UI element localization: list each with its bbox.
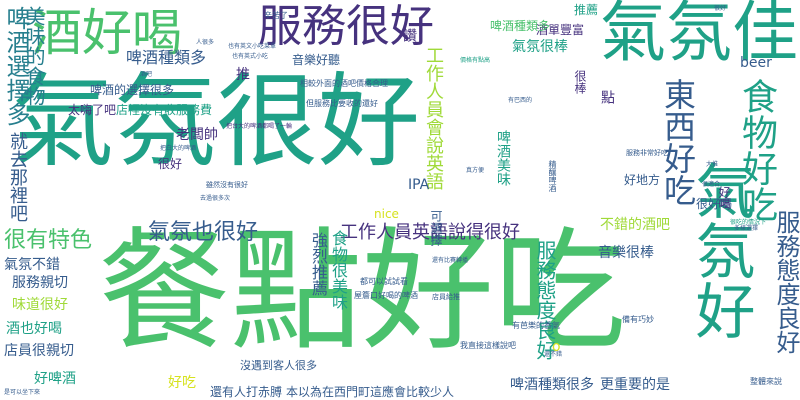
word: 音樂很棒 bbox=[598, 245, 654, 261]
word: 把白大的啤酒 bbox=[160, 145, 197, 152]
word: 辛苦了 bbox=[264, 11, 288, 20]
word: 推薦 bbox=[574, 3, 599, 17]
word: 音樂好聽 bbox=[292, 53, 341, 67]
word: 餐點好吃 bbox=[98, 215, 626, 369]
word: 價格有點高 bbox=[460, 57, 491, 64]
word: 服務很好 bbox=[258, 1, 434, 52]
word: 都可以試試看 bbox=[360, 277, 408, 286]
word: 把台大的啤酒都喝了一輪 bbox=[226, 123, 293, 130]
word: 讚 bbox=[401, 28, 417, 42]
word: 就去那裡吧 bbox=[7, 132, 28, 222]
word: 很好 bbox=[158, 157, 183, 171]
word: 很棒 bbox=[573, 70, 587, 94]
word: 相較外面的酒吧價格合理 bbox=[300, 79, 388, 88]
word: 酒吧 bbox=[140, 71, 153, 78]
word: 美味的食物 bbox=[22, 6, 46, 106]
word: 店裡沒有收服務費 bbox=[116, 103, 213, 117]
word: 可選擇 bbox=[429, 210, 443, 246]
word: 啤酒種類多 bbox=[126, 48, 207, 67]
word: 還有比賽轉播 bbox=[432, 257, 469, 264]
word: 不錯的酒吧 bbox=[600, 217, 670, 233]
word: 氣氛很好 bbox=[12, 63, 420, 182]
word: 去過很多次 bbox=[200, 195, 231, 202]
word: o bbox=[552, 339, 561, 355]
word: 真方便 bbox=[466, 167, 485, 174]
word: 多樣選擇 bbox=[734, 225, 759, 232]
word: 食物好吃 bbox=[736, 78, 777, 222]
word: 服務非常好吃 bbox=[626, 149, 668, 157]
word: 氣氛不錯 bbox=[4, 257, 60, 273]
word: 我直接這樣說吧 bbox=[460, 341, 516, 350]
word: 備有巧妙 bbox=[622, 315, 654, 324]
word: 味道很好 bbox=[12, 297, 68, 313]
word: 啤酒選擇多 bbox=[2, 6, 30, 126]
word: 大推 bbox=[706, 161, 719, 168]
word: 很有特色 bbox=[4, 228, 93, 253]
word: 服務態度良好 bbox=[533, 240, 557, 360]
word: 更重要的是 bbox=[600, 377, 670, 393]
word: 整體來說 bbox=[750, 377, 782, 386]
word: 有芭樂的香氣 bbox=[512, 321, 560, 330]
word: 本以為在西門町這應會比較少人 bbox=[286, 385, 455, 399]
word: 但服務比要收的還好 bbox=[306, 99, 378, 108]
word: 還不錯 bbox=[544, 351, 563, 358]
word: 雖然沒有很好 bbox=[206, 181, 248, 189]
word: 很好 bbox=[714, 5, 727, 12]
word: 沒遇到客人很多 bbox=[240, 359, 317, 372]
word: 服務態度良好 bbox=[772, 210, 800, 354]
word: 有巴西的 bbox=[508, 97, 533, 104]
word: 氣氛很棒 bbox=[512, 39, 568, 55]
word: 啤酒種類很多 bbox=[510, 377, 594, 393]
word: 啤酒美味 bbox=[495, 130, 511, 186]
word: 好地方 bbox=[624, 173, 661, 187]
word: 好啤酒 bbox=[34, 371, 76, 387]
word: 酒也好喝 bbox=[6, 321, 62, 337]
word: 工作人員會說英語 bbox=[423, 46, 444, 190]
word: 精釀啤酒 bbox=[548, 160, 557, 192]
word: beer bbox=[740, 55, 772, 71]
word: 也有英文小吃菜單 bbox=[228, 43, 277, 50]
word: 人很多 bbox=[196, 39, 215, 46]
word: 也有英式小吃 bbox=[232, 53, 269, 60]
word: 是可以坐下來 bbox=[4, 389, 41, 396]
word: 服務親切 bbox=[12, 275, 68, 291]
word: 氣氛也很好 bbox=[148, 220, 259, 245]
word: 氣氛佳 bbox=[600, 0, 798, 71]
word: 強烈推薦 bbox=[309, 232, 328, 296]
word: 啤酒種類多 bbox=[490, 19, 551, 33]
word: 很好喝 bbox=[696, 197, 733, 211]
word: 啤酒的選擇很多 bbox=[90, 83, 175, 97]
word: 店員很親切 bbox=[4, 343, 74, 359]
word: 點 bbox=[599, 90, 615, 104]
word: 好吃 bbox=[168, 375, 196, 391]
word: 推 bbox=[236, 67, 250, 83]
word: nice bbox=[374, 207, 399, 221]
word: 東西好吃 bbox=[659, 78, 697, 206]
word: IPA bbox=[408, 177, 430, 193]
word: 酒好喝 bbox=[32, 4, 182, 62]
word: 屋簷口好喝的啤酒 bbox=[354, 291, 418, 300]
word: 老闆帥 bbox=[176, 127, 218, 143]
word: 食物很美味 bbox=[329, 230, 348, 310]
word: 工作人員英語說得很好 bbox=[340, 222, 520, 243]
word: 太嗨了吧 bbox=[68, 103, 117, 117]
word: 氣氛好 bbox=[685, 160, 755, 340]
word: 酒單豐富 bbox=[536, 23, 585, 37]
word: 很適合 bbox=[702, 181, 721, 188]
word: 還有人打赤膊 bbox=[210, 385, 283, 399]
word: 店員給推 bbox=[432, 293, 460, 301]
word: 好喝 bbox=[717, 186, 731, 210]
word: 很吃的情況下 bbox=[730, 219, 767, 226]
